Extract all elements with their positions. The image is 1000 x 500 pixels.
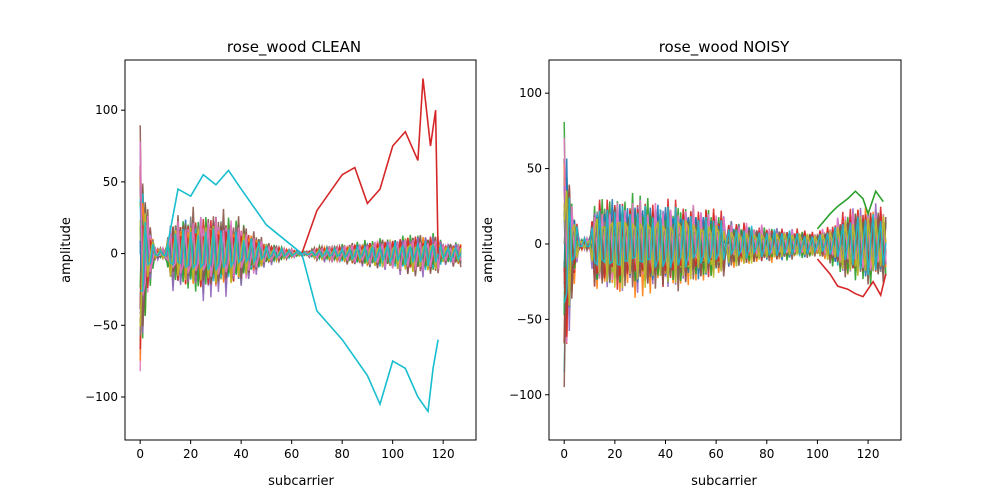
outlier-series-line	[816, 258, 887, 298]
y-tick-label: −50	[93, 318, 118, 332]
outlier-series-line	[301, 78, 439, 254]
series-group	[139, 78, 462, 414]
y-tick-label: 0	[110, 247, 118, 261]
y-tick-label: 100	[95, 103, 118, 117]
x-tick-label: 40	[234, 447, 249, 461]
plot-frame	[548, 59, 902, 441]
series-group	[563, 121, 887, 388]
x-tick-label: 20	[607, 447, 622, 461]
x-tick-label: 40	[658, 447, 673, 461]
x-axis-label: subcarrier	[691, 474, 757, 489]
x-tick-label: 120	[432, 447, 455, 461]
axes: 0 20 40 60 80 100 120 −100 −50 0 50 100	[85, 59, 477, 461]
chart-title: rose_wood NOISY	[659, 38, 790, 57]
y-tick-label: 50	[527, 162, 542, 176]
x-tick-label: 60	[284, 447, 299, 461]
series-line	[563, 137, 887, 298]
series-line	[563, 197, 887, 304]
x-axis-label: subcarrier	[268, 474, 334, 489]
x-tick-label: 60	[708, 447, 723, 461]
x-tick-label: 100	[806, 447, 829, 461]
x-tick-label: 0	[136, 447, 144, 461]
plot-frame	[124, 59, 477, 441]
y-tick-label: −100	[509, 388, 542, 402]
x-tick-label: 0	[560, 447, 568, 461]
x-tick-label: 80	[759, 447, 774, 461]
y-tick-label: 0	[534, 237, 542, 251]
y-tick-label: −100	[85, 390, 118, 404]
x-tick-label: 20	[183, 447, 198, 461]
chart-title: rose_wood CLEAN	[227, 38, 361, 57]
x-tick-label: 100	[381, 447, 404, 461]
y-tick-label: −50	[517, 312, 542, 326]
outlier-series-line	[816, 189, 884, 230]
y-tick-label: 100	[519, 86, 542, 100]
y-tick-label: 50	[103, 175, 118, 189]
x-tick-label: 80	[335, 447, 350, 461]
series-line	[140, 222, 462, 292]
chart-clean: rose_wood CLEAN 0 20 40 60 80 100 120 −100 −50 0 5…	[59, 38, 477, 489]
y-axis-label: amplitude	[59, 217, 74, 283]
series-line	[563, 190, 887, 306]
series-line	[139, 141, 462, 296]
chart-noisy: rose_wood NOISY 0 20 40 60 80 100 120 −100 −50 0 5…	[481, 38, 902, 489]
axes: 0 20 40 60 80 100 120 −100 −50 0 50 100	[509, 59, 902, 461]
outlier-series-line	[164, 169, 439, 414]
y-axis-label: amplitude	[481, 217, 496, 283]
x-tick-label: 120	[857, 447, 880, 461]
